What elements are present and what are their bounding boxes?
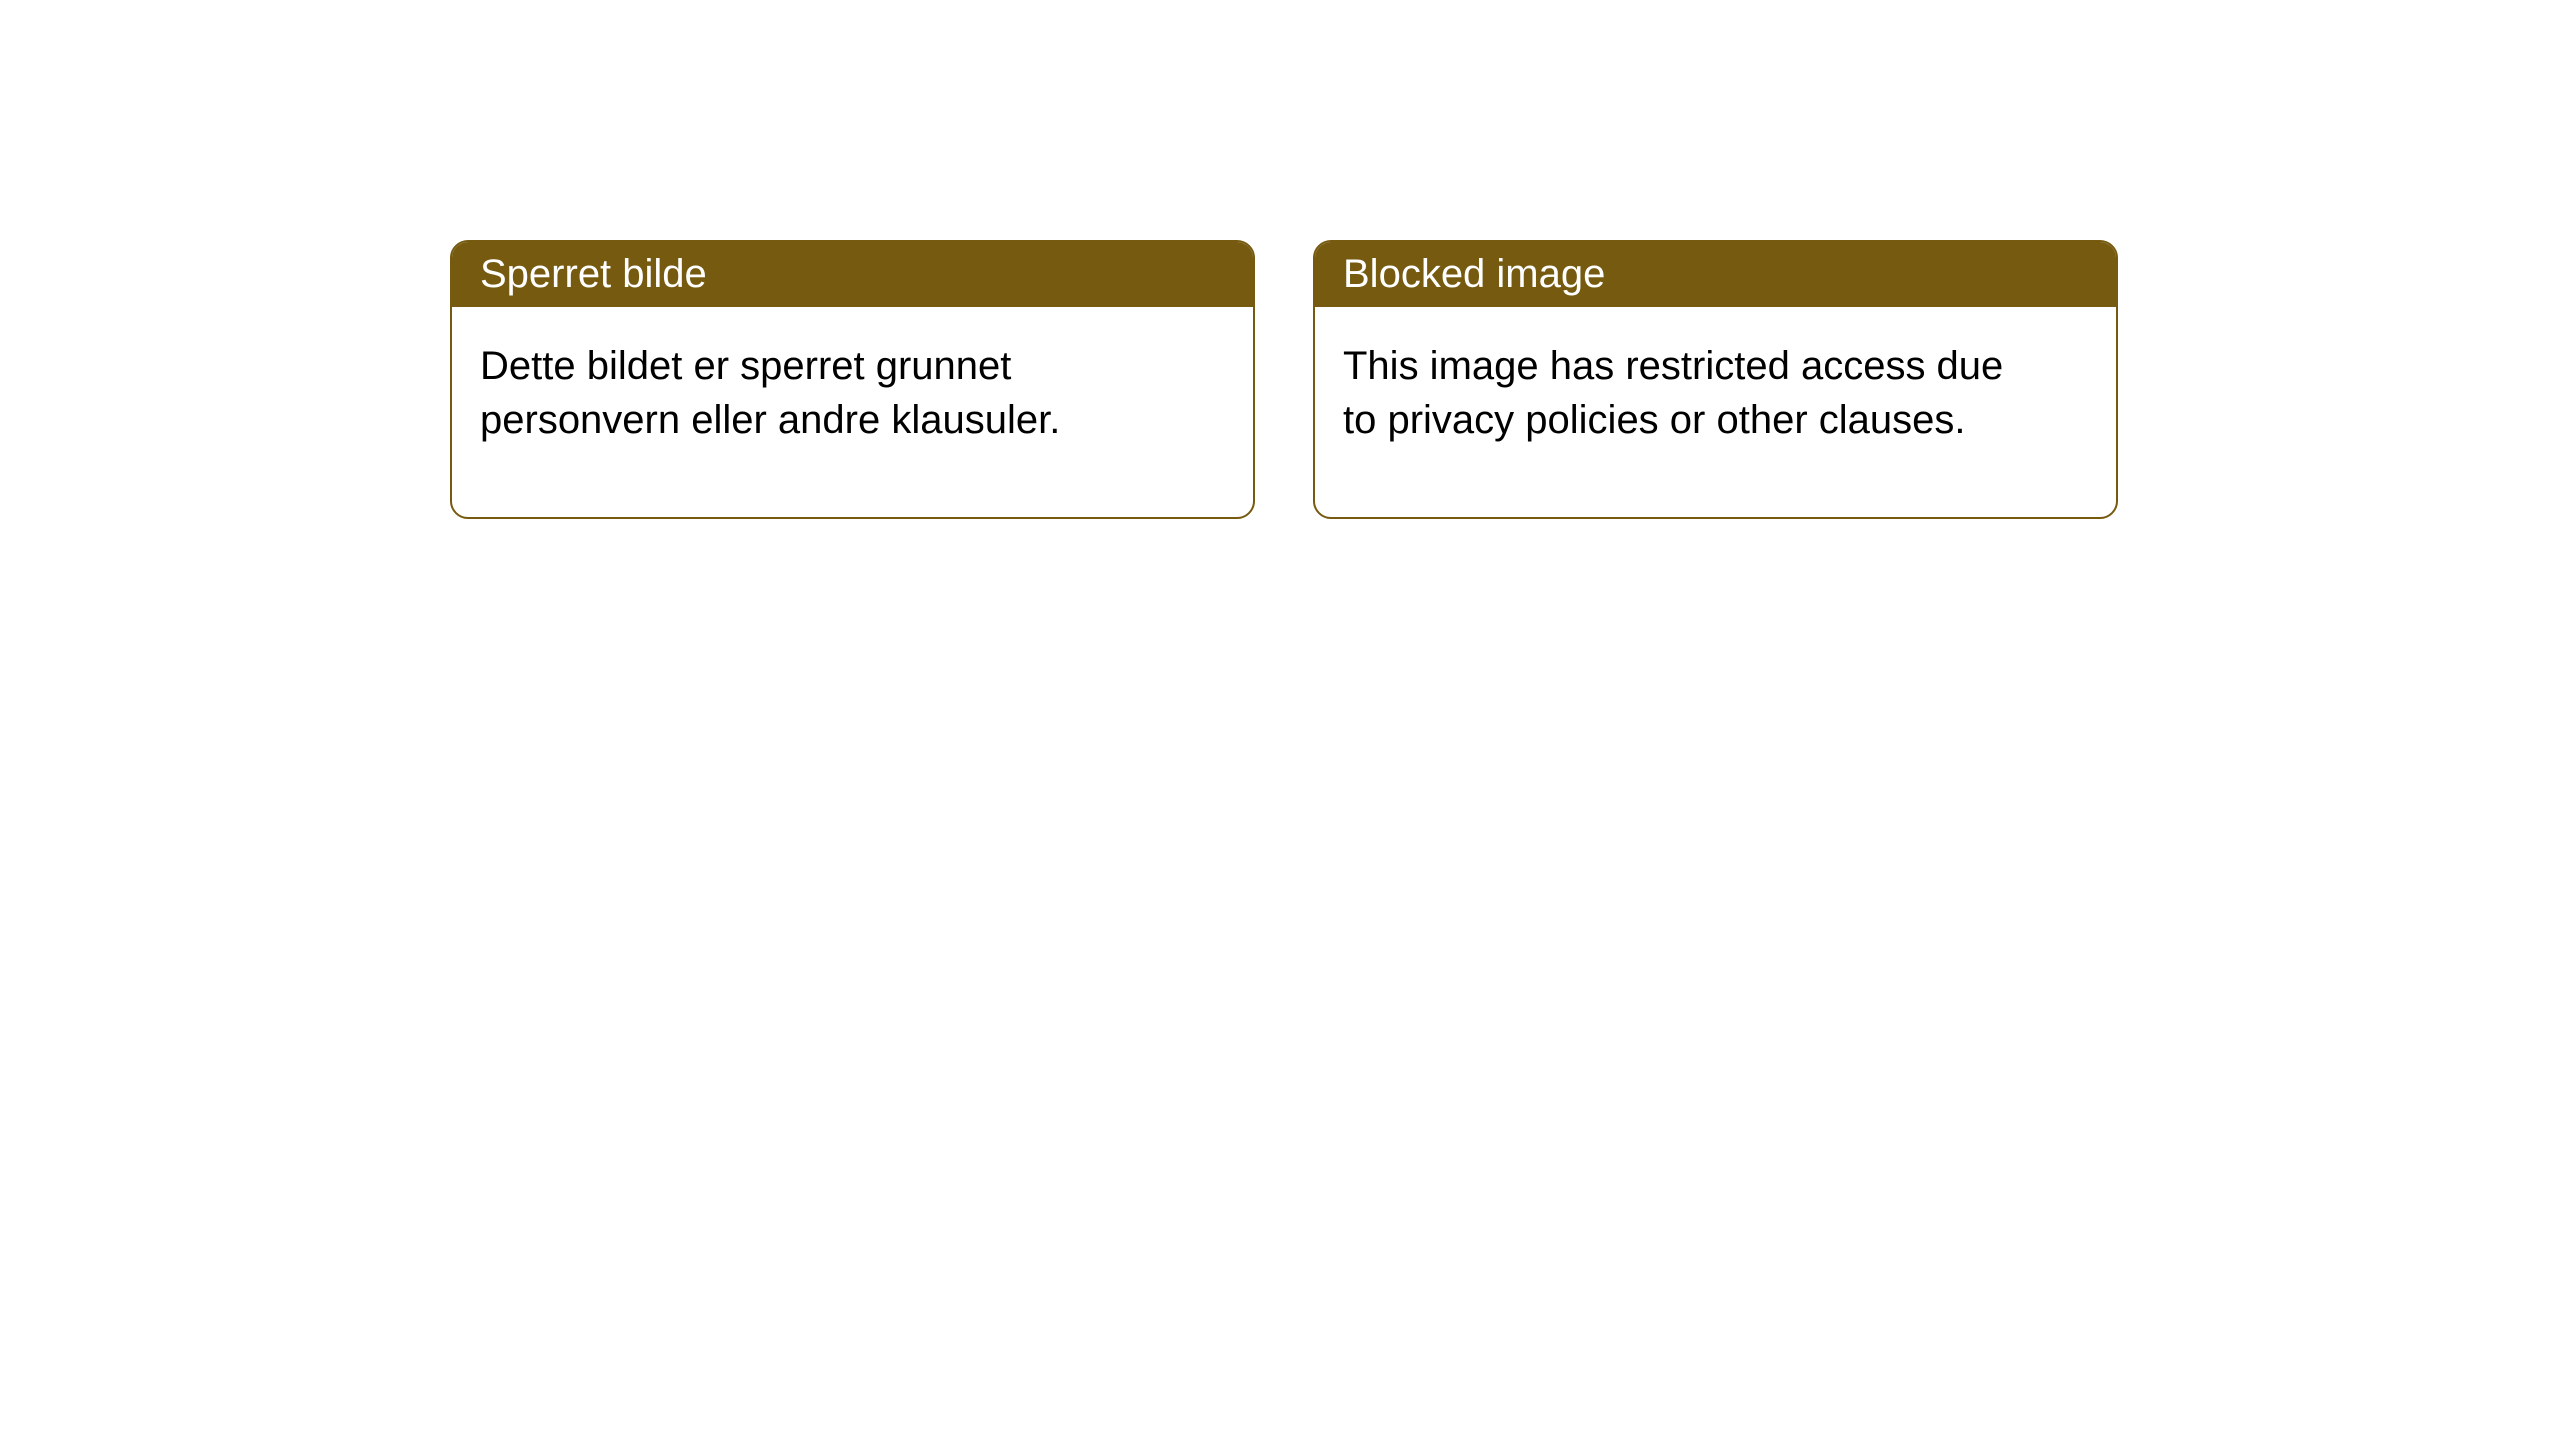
notice-card-norwegian: Sperret bilde Dette bildet er sperret gr… [450,240,1255,519]
notice-body-norwegian: Dette bildet er sperret grunnet personve… [452,307,1172,517]
notice-body-english: This image has restricted access due to … [1315,307,2035,517]
notice-header-english: Blocked image [1315,242,2116,307]
notice-text: Dette bildet er sperret grunnet personve… [480,344,1060,442]
notice-title: Blocked image [1343,252,1605,296]
notice-text: This image has restricted access due to … [1343,344,2003,442]
notice-header-norwegian: Sperret bilde [452,242,1253,307]
notice-container: Sperret bilde Dette bildet er sperret gr… [0,0,2560,519]
notice-title: Sperret bilde [480,252,707,296]
notice-card-english: Blocked image This image has restricted … [1313,240,2118,519]
